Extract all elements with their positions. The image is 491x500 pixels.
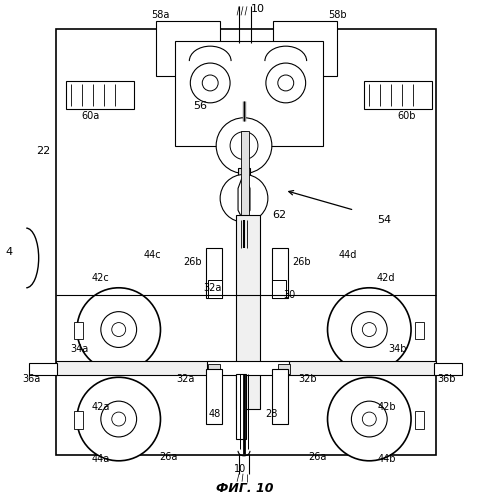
Bar <box>206 370 222 424</box>
Text: 26a: 26a <box>308 452 327 462</box>
Text: 44d: 44d <box>338 250 356 260</box>
Bar <box>364 81 432 109</box>
Circle shape <box>327 378 411 461</box>
Text: 30: 30 <box>284 290 296 300</box>
Bar <box>415 411 424 429</box>
Text: 32a: 32a <box>176 374 194 384</box>
Circle shape <box>230 132 258 160</box>
Text: 60a: 60a <box>82 111 100 121</box>
Text: 42c: 42c <box>92 273 109 283</box>
Circle shape <box>362 322 376 336</box>
Bar <box>208 364 220 374</box>
Text: 10: 10 <box>234 464 246 474</box>
Text: 26b: 26b <box>292 257 311 267</box>
Circle shape <box>112 322 126 336</box>
Bar <box>434 364 462 376</box>
Circle shape <box>77 378 161 461</box>
Bar <box>206 248 222 298</box>
Text: 36b: 36b <box>437 374 456 384</box>
Circle shape <box>352 312 387 348</box>
Circle shape <box>202 75 218 91</box>
Bar <box>272 280 286 297</box>
Text: 10: 10 <box>251 4 265 15</box>
Bar <box>29 364 57 376</box>
Text: 34b: 34b <box>388 344 407 354</box>
Text: 26b: 26b <box>183 257 202 267</box>
Text: 42d: 42d <box>377 273 395 283</box>
Bar <box>74 322 83 340</box>
Bar <box>273 22 337 76</box>
Circle shape <box>112 412 126 426</box>
Bar <box>236 215 260 409</box>
Text: 42b: 42b <box>378 402 397 412</box>
Circle shape <box>101 401 136 437</box>
Circle shape <box>101 312 136 348</box>
Circle shape <box>362 412 376 426</box>
Polygon shape <box>238 172 250 222</box>
Text: 44b: 44b <box>378 454 396 464</box>
Text: 4: 4 <box>6 247 13 257</box>
Text: 60b: 60b <box>398 111 416 121</box>
Bar <box>208 280 222 297</box>
Text: 22: 22 <box>36 146 50 156</box>
Text: 26a: 26a <box>159 452 178 462</box>
Text: 44a: 44a <box>92 454 110 464</box>
Circle shape <box>352 401 387 437</box>
Circle shape <box>327 288 411 372</box>
Text: 36a: 36a <box>22 374 40 384</box>
Text: 28: 28 <box>266 409 278 419</box>
Circle shape <box>77 288 161 372</box>
Bar <box>74 411 83 429</box>
Circle shape <box>191 63 230 103</box>
Bar <box>236 374 246 439</box>
Circle shape <box>216 118 272 174</box>
Text: 54: 54 <box>377 215 391 225</box>
Text: 58a: 58a <box>151 10 170 20</box>
Text: 48: 48 <box>209 409 221 419</box>
Bar <box>156 22 220 76</box>
Bar <box>278 364 290 374</box>
Bar <box>415 322 424 340</box>
Bar <box>238 168 250 180</box>
Text: 34a: 34a <box>70 344 88 354</box>
Bar <box>241 130 249 225</box>
Circle shape <box>220 174 268 222</box>
Text: 62: 62 <box>273 210 287 220</box>
Text: 32a: 32a <box>203 283 221 293</box>
Circle shape <box>278 75 294 91</box>
Text: 42a: 42a <box>92 402 110 412</box>
Bar <box>66 81 134 109</box>
Bar <box>272 248 288 298</box>
Text: 44c: 44c <box>144 250 162 260</box>
Bar <box>272 370 288 424</box>
Bar <box>278 362 436 376</box>
Bar <box>56 30 436 455</box>
Text: 58b: 58b <box>328 10 347 20</box>
Text: ФИГ. 10: ФИГ. 10 <box>216 482 274 495</box>
Text: 32b: 32b <box>299 374 317 384</box>
Bar <box>175 41 323 146</box>
Bar <box>207 362 289 376</box>
Bar <box>56 362 215 376</box>
Text: 56: 56 <box>193 101 207 111</box>
Circle shape <box>266 63 306 103</box>
